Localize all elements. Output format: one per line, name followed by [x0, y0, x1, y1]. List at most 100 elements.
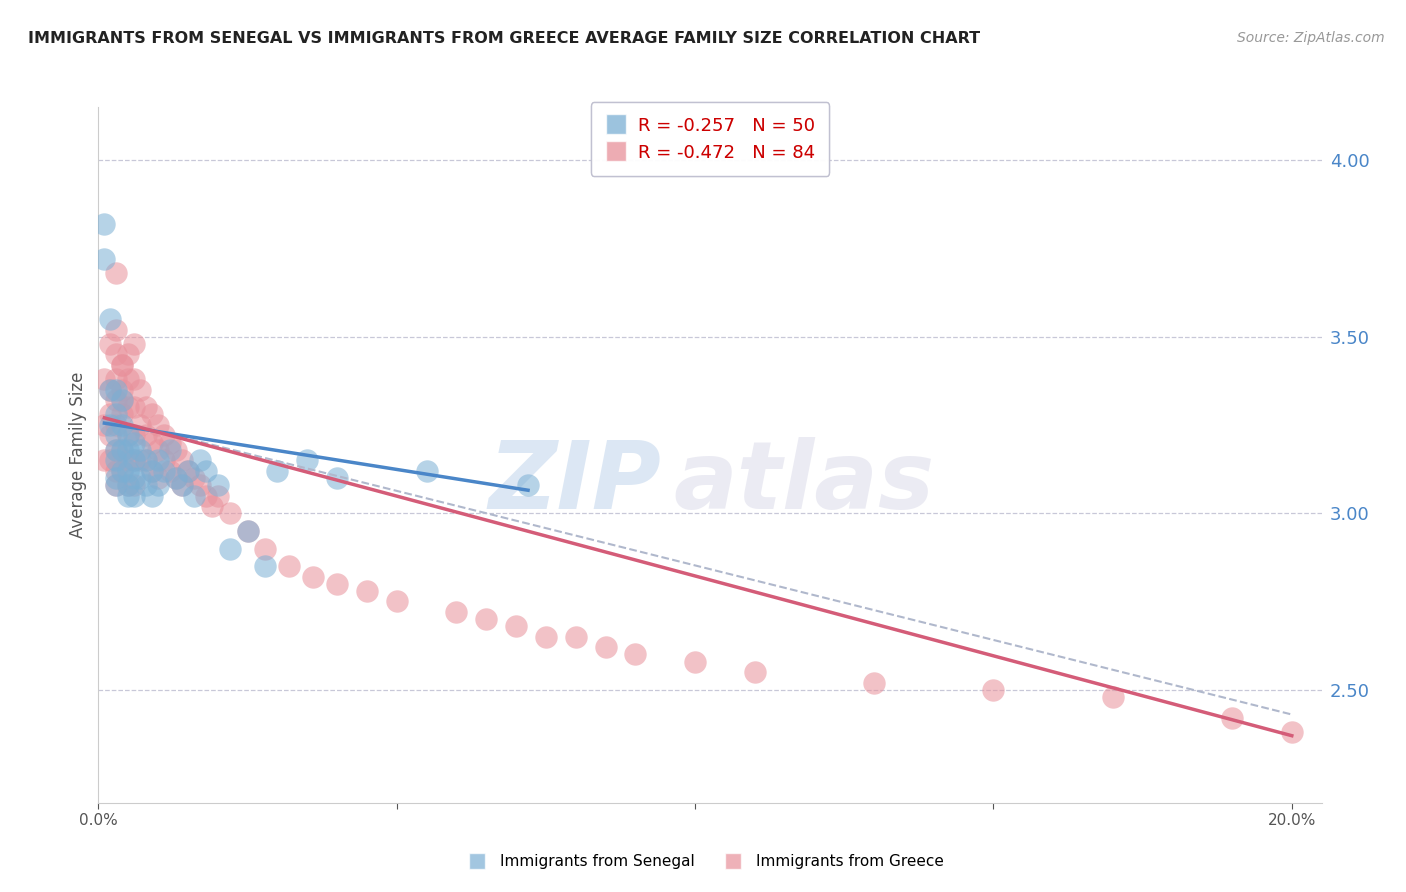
Point: [201, 499, 224, 513]
Point: [117, 442, 139, 457]
Point: [122, 453, 145, 467]
Point: [385, 594, 408, 608]
Point: [105, 407, 128, 421]
Point: [111, 393, 134, 408]
Point: [117, 428, 139, 442]
Point: [122, 478, 145, 492]
Point: [207, 478, 229, 492]
Y-axis label: Average Family Size: Average Family Size: [69, 372, 87, 538]
Point: [93, 453, 115, 467]
Point: [111, 442, 134, 457]
Point: [98, 336, 121, 351]
Text: Source: ZipAtlas.com: Source: ZipAtlas.com: [1237, 31, 1385, 45]
Point: [105, 266, 128, 280]
Point: [122, 336, 145, 351]
Point: [105, 322, 128, 336]
Point: [129, 442, 152, 457]
Point: [302, 570, 325, 584]
Point: [135, 453, 157, 467]
Point: [98, 453, 121, 467]
Point: [177, 464, 200, 478]
Point: [146, 442, 169, 457]
Point: [218, 506, 240, 520]
Point: [93, 417, 115, 432]
Point: [141, 407, 163, 421]
Point: [105, 393, 128, 408]
Point: [146, 471, 169, 485]
Text: IMMIGRANTS FROM SENEGAL VS IMMIGRANTS FROM GREECE AVERAGE FAMILY SIZE CORRELATIO: IMMIGRANTS FROM SENEGAL VS IMMIGRANTS FR…: [28, 31, 980, 46]
Point: [141, 464, 163, 478]
Point: [135, 401, 157, 415]
Point: [194, 489, 217, 503]
Point: [105, 478, 128, 492]
Point: [105, 442, 128, 457]
Point: [117, 464, 139, 478]
Point: [122, 401, 145, 415]
Point: [159, 442, 181, 457]
Point: [146, 478, 169, 492]
Point: [141, 464, 163, 478]
Point: [93, 372, 115, 386]
Point: [105, 464, 128, 478]
Point: [683, 655, 706, 669]
Point: [446, 605, 468, 619]
Point: [117, 478, 139, 492]
Text: ZIP: ZIP: [488, 437, 661, 529]
Point: [326, 577, 349, 591]
Point: [105, 471, 128, 485]
Point: [122, 489, 145, 503]
Point: [122, 435, 145, 450]
Point: [207, 489, 229, 503]
Point: [165, 442, 187, 457]
Point: [159, 464, 181, 478]
Point: [111, 393, 134, 408]
Point: [98, 383, 121, 397]
Point: [565, 630, 588, 644]
Point: [236, 524, 259, 538]
Legend: R = -0.257   N = 50, R = -0.472   N = 84: R = -0.257 N = 50, R = -0.472 N = 84: [591, 103, 830, 176]
Point: [278, 559, 301, 574]
Point: [105, 478, 128, 492]
Point: [254, 541, 277, 556]
Point: [183, 489, 205, 503]
Point: [135, 478, 157, 492]
Point: [534, 630, 557, 644]
Point: [129, 453, 152, 467]
Point: [165, 471, 187, 485]
Point: [505, 619, 527, 633]
Point: [105, 383, 128, 397]
Point: [135, 453, 157, 467]
Point: [146, 453, 169, 467]
Point: [111, 358, 134, 372]
Point: [1220, 711, 1243, 725]
Legend: Immigrants from Senegal, Immigrants from Greece: Immigrants from Senegal, Immigrants from…: [456, 848, 950, 875]
Point: [188, 453, 211, 467]
Point: [170, 478, 193, 492]
Point: [98, 428, 121, 442]
Point: [135, 428, 157, 442]
Point: [117, 489, 139, 503]
Point: [117, 453, 139, 467]
Point: [111, 442, 134, 457]
Point: [98, 312, 121, 326]
Point: [117, 372, 139, 386]
Point: [415, 464, 437, 478]
Point: [165, 471, 187, 485]
Point: [111, 464, 134, 478]
Point: [105, 453, 128, 467]
Point: [153, 464, 176, 478]
Point: [111, 407, 134, 421]
Point: [122, 453, 145, 467]
Point: [105, 442, 128, 457]
Point: [744, 665, 766, 680]
Point: [1281, 725, 1303, 739]
Point: [153, 428, 176, 442]
Point: [254, 559, 277, 574]
Point: [111, 383, 134, 397]
Point: [122, 372, 145, 386]
Point: [93, 217, 115, 231]
Point: [218, 541, 240, 556]
Point: [863, 675, 886, 690]
Point: [117, 478, 139, 492]
Point: [159, 435, 181, 450]
